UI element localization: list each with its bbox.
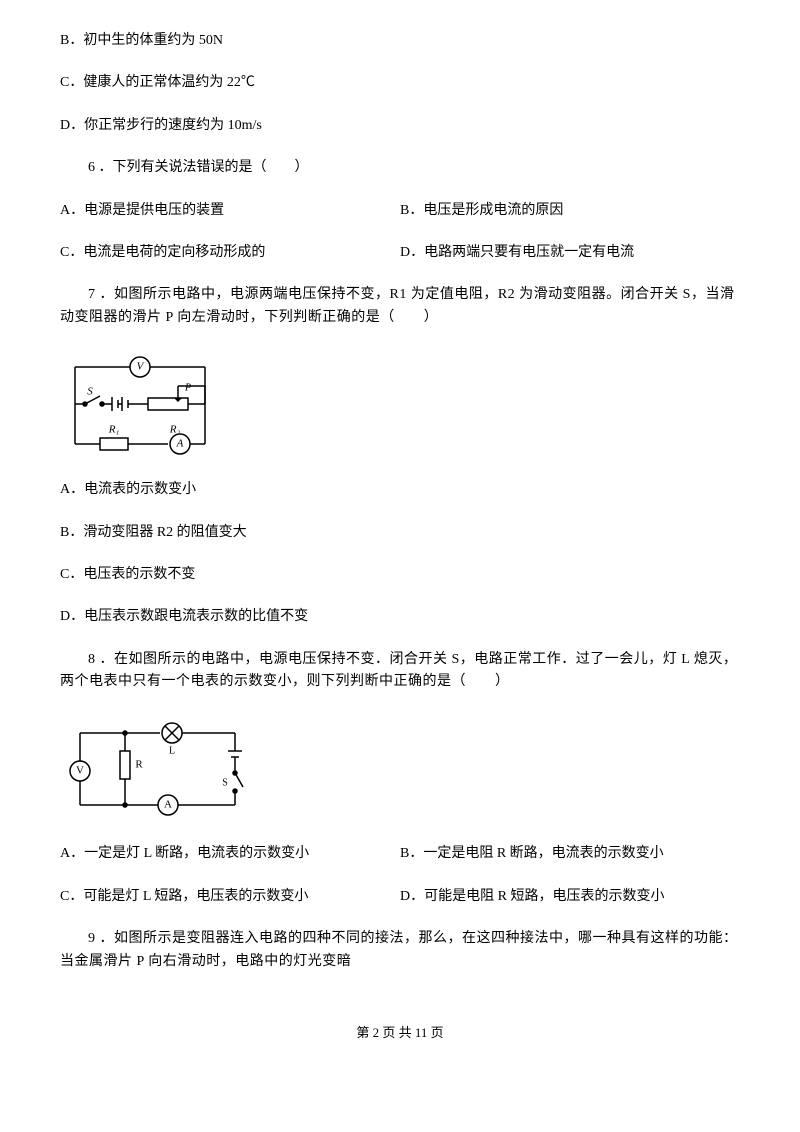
q8-circuit-svg: L S A V R — [60, 713, 250, 823]
option-B: B．初中生的体重约为 50N — [60, 30, 740, 52]
q8-stem: 8 ．在如图所示的电路中，电源电压保持不变．闭合开关 S，电路正常工作．过了一会… — [60, 649, 740, 694]
q8-option-C: C．可能是灯 L 短路，电压表的示数变小 — [60, 886, 400, 908]
q7-stem: 7 ．如图所示电路中，电源两端电压保持不变，R1 为定值电阻，R2 为滑动变阻器… — [60, 284, 740, 329]
q6-option-A: A．电源是提供电压的装置 — [60, 200, 400, 222]
svg-text:R₁: R₁ — [108, 424, 120, 436]
q8-option-B: B．一定是电阻 R 断路，电流表的示数变小 — [400, 843, 740, 865]
option-D: D．你正常步行的速度约为 10m/s — [60, 115, 740, 137]
q6-row1: A．电源是提供电压的装置 B．电压是形成电流的原因 — [60, 200, 740, 222]
svg-text:A: A — [176, 438, 184, 450]
q7-option-D: D．电压表示数跟电流表示数的比值不变 — [60, 606, 740, 628]
q9-stem: 9 ．如图所示是变阻器连入电路的四种不同的接法，那么，在这四种接法中，哪一种具有… — [60, 928, 740, 973]
q6-option-B: B．电压是形成电流的原因 — [400, 200, 740, 222]
svg-text:S: S — [222, 778, 228, 789]
option-C: C．健康人的正常体温约为 22℃ — [60, 72, 740, 94]
q8-circuit-figure: L S A V R — [60, 713, 740, 823]
q7-circuit-svg: VSPR₁R₂A — [60, 349, 220, 459]
page-container: B．初中生的体重约为 50N C．健康人的正常体温约为 22℃ D．你正常步行的… — [0, 0, 800, 1084]
svg-text:V: V — [76, 765, 84, 777]
q7-option-A: A．电流表的示数变小 — [60, 479, 740, 501]
q8-option-D: D．可能是电阻 R 短路，电压表的示数变小 — [400, 886, 740, 908]
q7-option-C: C．电压表的示数不变 — [60, 564, 740, 586]
svg-text:P: P — [184, 382, 191, 393]
q8-row2: C．可能是灯 L 短路，电压表的示数变小 D．可能是电阻 R 短路，电压表的示数… — [60, 886, 740, 908]
q8-option-A: A．一定是灯 L 断路，电流表的示数变小 — [60, 843, 400, 865]
q6-row2: C．电流是电荷的定向移动形成的 D．电路两端只要有电压就一定有电流 — [60, 242, 740, 264]
q6-option-D: D．电路两端只要有电压就一定有电流 — [400, 242, 740, 264]
svg-text:S: S — [87, 386, 93, 398]
q6-stem: 6 ．下列有关说法错误的是（ ） — [60, 157, 740, 179]
q7-circuit-figure: VSPR₁R₂A — [60, 349, 740, 459]
q7-option-B: B．滑动变阻器 R2 的阻值变大 — [60, 522, 740, 544]
svg-text:L: L — [169, 746, 175, 757]
svg-text:A: A — [164, 799, 172, 811]
q6-option-C: C．电流是电荷的定向移动形成的 — [60, 242, 400, 264]
svg-text:R: R — [135, 759, 143, 771]
q8-row1: A．一定是灯 L 断路，电流表的示数变小 B．一定是电阻 R 断路，电流表的示数… — [60, 843, 740, 865]
page-footer: 第 2 页 共 11 页 — [60, 1023, 740, 1044]
